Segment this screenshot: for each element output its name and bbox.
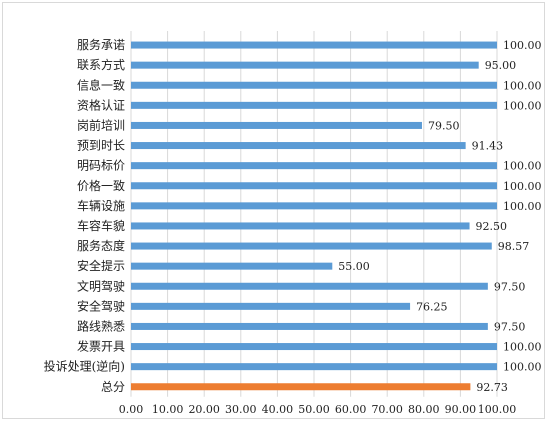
category-label: 资格认证: [77, 97, 125, 112]
data-label: 100.00: [503, 99, 542, 112]
value-labels: 100.00 95.00 100.00 100.00 79.50 91.43 100.00 1…: [338, 39, 541, 394]
x-tick-label: 70.00: [371, 403, 403, 416]
bars: [131, 41, 497, 391]
data-label: 97.50: [494, 280, 525, 293]
bar: [131, 262, 333, 270]
category-label: 文明驾驶: [77, 278, 125, 293]
x-tick-label: 40.00: [262, 403, 294, 416]
category-labels: 服务承诺联系方式信息一致资格认证岗前培训预到时长明码标价价格一致车辆设施车容车貌…: [44, 37, 125, 394]
data-label: 100.00: [503, 79, 542, 92]
x-tick-label: 80.00: [408, 403, 440, 416]
chart-frame: 服务承诺联系方式信息一致资格认证岗前培训预到时长明码标价价格一致车辆设施车容车貌…: [2, 2, 545, 419]
x-tick-label: 60.00: [335, 403, 367, 416]
bar: [131, 322, 488, 330]
bar: [131, 363, 497, 371]
bar: [131, 101, 497, 109]
bar: [131, 383, 471, 391]
category-label: 信息一致: [77, 77, 125, 92]
data-label: 92.73: [476, 381, 508, 394]
data-label: 76.25: [416, 300, 448, 313]
category-label: 预到时长: [77, 139, 125, 153]
data-label: 91.43: [472, 140, 504, 153]
bar: [131, 242, 492, 250]
gridlines: [130, 31, 498, 397]
bar: [131, 222, 470, 230]
bar: [131, 81, 497, 89]
bar: [131, 61, 479, 69]
bar: [131, 302, 411, 310]
data-label: 100.00: [503, 361, 542, 374]
data-label: 95.00: [485, 59, 517, 72]
data-label: 92.50: [476, 220, 508, 233]
bar: [131, 282, 488, 290]
category-label: 服务态度: [77, 238, 125, 253]
category-label: 联系方式: [77, 57, 125, 72]
data-label: 100.00: [503, 200, 542, 213]
x-tick-label: 30.00: [225, 403, 257, 416]
x-tick-label: 0.00: [119, 403, 144, 416]
bar: [131, 41, 497, 49]
data-label: 55.00: [338, 260, 370, 273]
x-tick-label: 20.00: [188, 403, 220, 416]
category-label: 价格一致: [77, 178, 125, 193]
data-label: 100.00: [503, 160, 542, 173]
category-label: 安全驾驶: [77, 298, 125, 313]
x-axis-tick-labels: 0.00 10.00 20.00 30.00 40.00 50.00 60.00 70.00 8…: [119, 403, 517, 416]
x-tick-label: 50.00: [298, 403, 330, 416]
data-label: 100.00: [503, 39, 542, 52]
data-label: 98.57: [498, 240, 530, 253]
horizontal-bar-chart: 服务承诺联系方式信息一致资格认证岗前培训预到时长明码标价价格一致车辆设施车容车貌…: [44, 31, 542, 416]
category-label: 发票开具: [77, 339, 125, 354]
category-label: 车辆设施: [77, 198, 125, 213]
category-label: 明码标价: [77, 159, 125, 173]
data-label: 97.50: [494, 320, 525, 333]
bar: [131, 121, 422, 129]
category-label: 投诉处理(逆向): [44, 359, 125, 374]
bar: [131, 202, 497, 210]
category-label: 服务承诺: [77, 37, 125, 52]
data-label: 100.00: [503, 180, 542, 193]
category-label: 岗前培训: [77, 117, 125, 132]
data-label: 79.50: [428, 119, 460, 132]
x-tick-label: 100.00: [478, 403, 517, 416]
bar: [131, 343, 497, 351]
category-label: 总分: [101, 380, 125, 394]
category-label: 车容车貌: [77, 218, 125, 233]
bar: [131, 162, 497, 170]
category-label: 安全提示: [77, 258, 125, 273]
data-label: 100.00: [503, 341, 542, 354]
x-tick-label: 90.00: [445, 403, 477, 416]
category-label: 路线熟悉: [77, 318, 125, 333]
bar: [131, 182, 497, 190]
x-tick-label: 10.00: [152, 403, 184, 416]
bar: [131, 142, 466, 150]
